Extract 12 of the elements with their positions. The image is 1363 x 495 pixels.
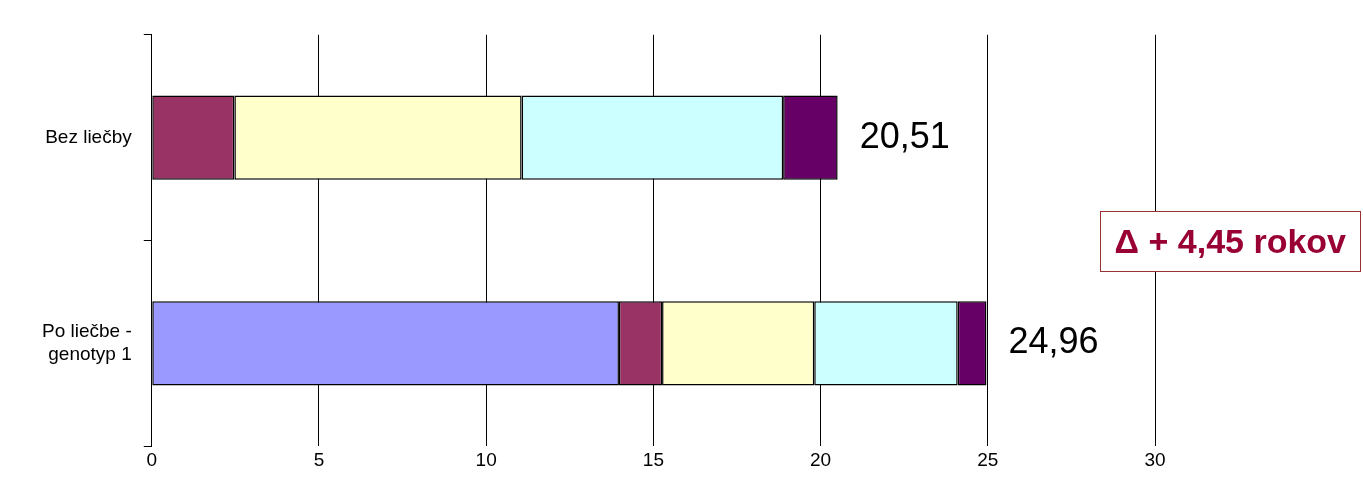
y-tick-label: Po liečbe - genotyp 1	[41, 320, 132, 364]
x-tick-label: 10	[475, 448, 497, 470]
x-tick-label: 5	[313, 448, 325, 470]
total-label: 24,96	[1008, 320, 1099, 362]
x-tick-label: 20	[810, 448, 832, 470]
total-label: 20,51	[859, 114, 950, 156]
x-tick-label: 0	[146, 448, 158, 470]
x-tick-label: 25	[977, 448, 999, 470]
y-tick-label: Bez liečby	[45, 125, 133, 147]
annotation: Δ + 4,45 rokov	[1099, 211, 1361, 272]
x-tick-label: 15	[642, 448, 664, 470]
x-tick-label: 30	[1144, 448, 1166, 470]
